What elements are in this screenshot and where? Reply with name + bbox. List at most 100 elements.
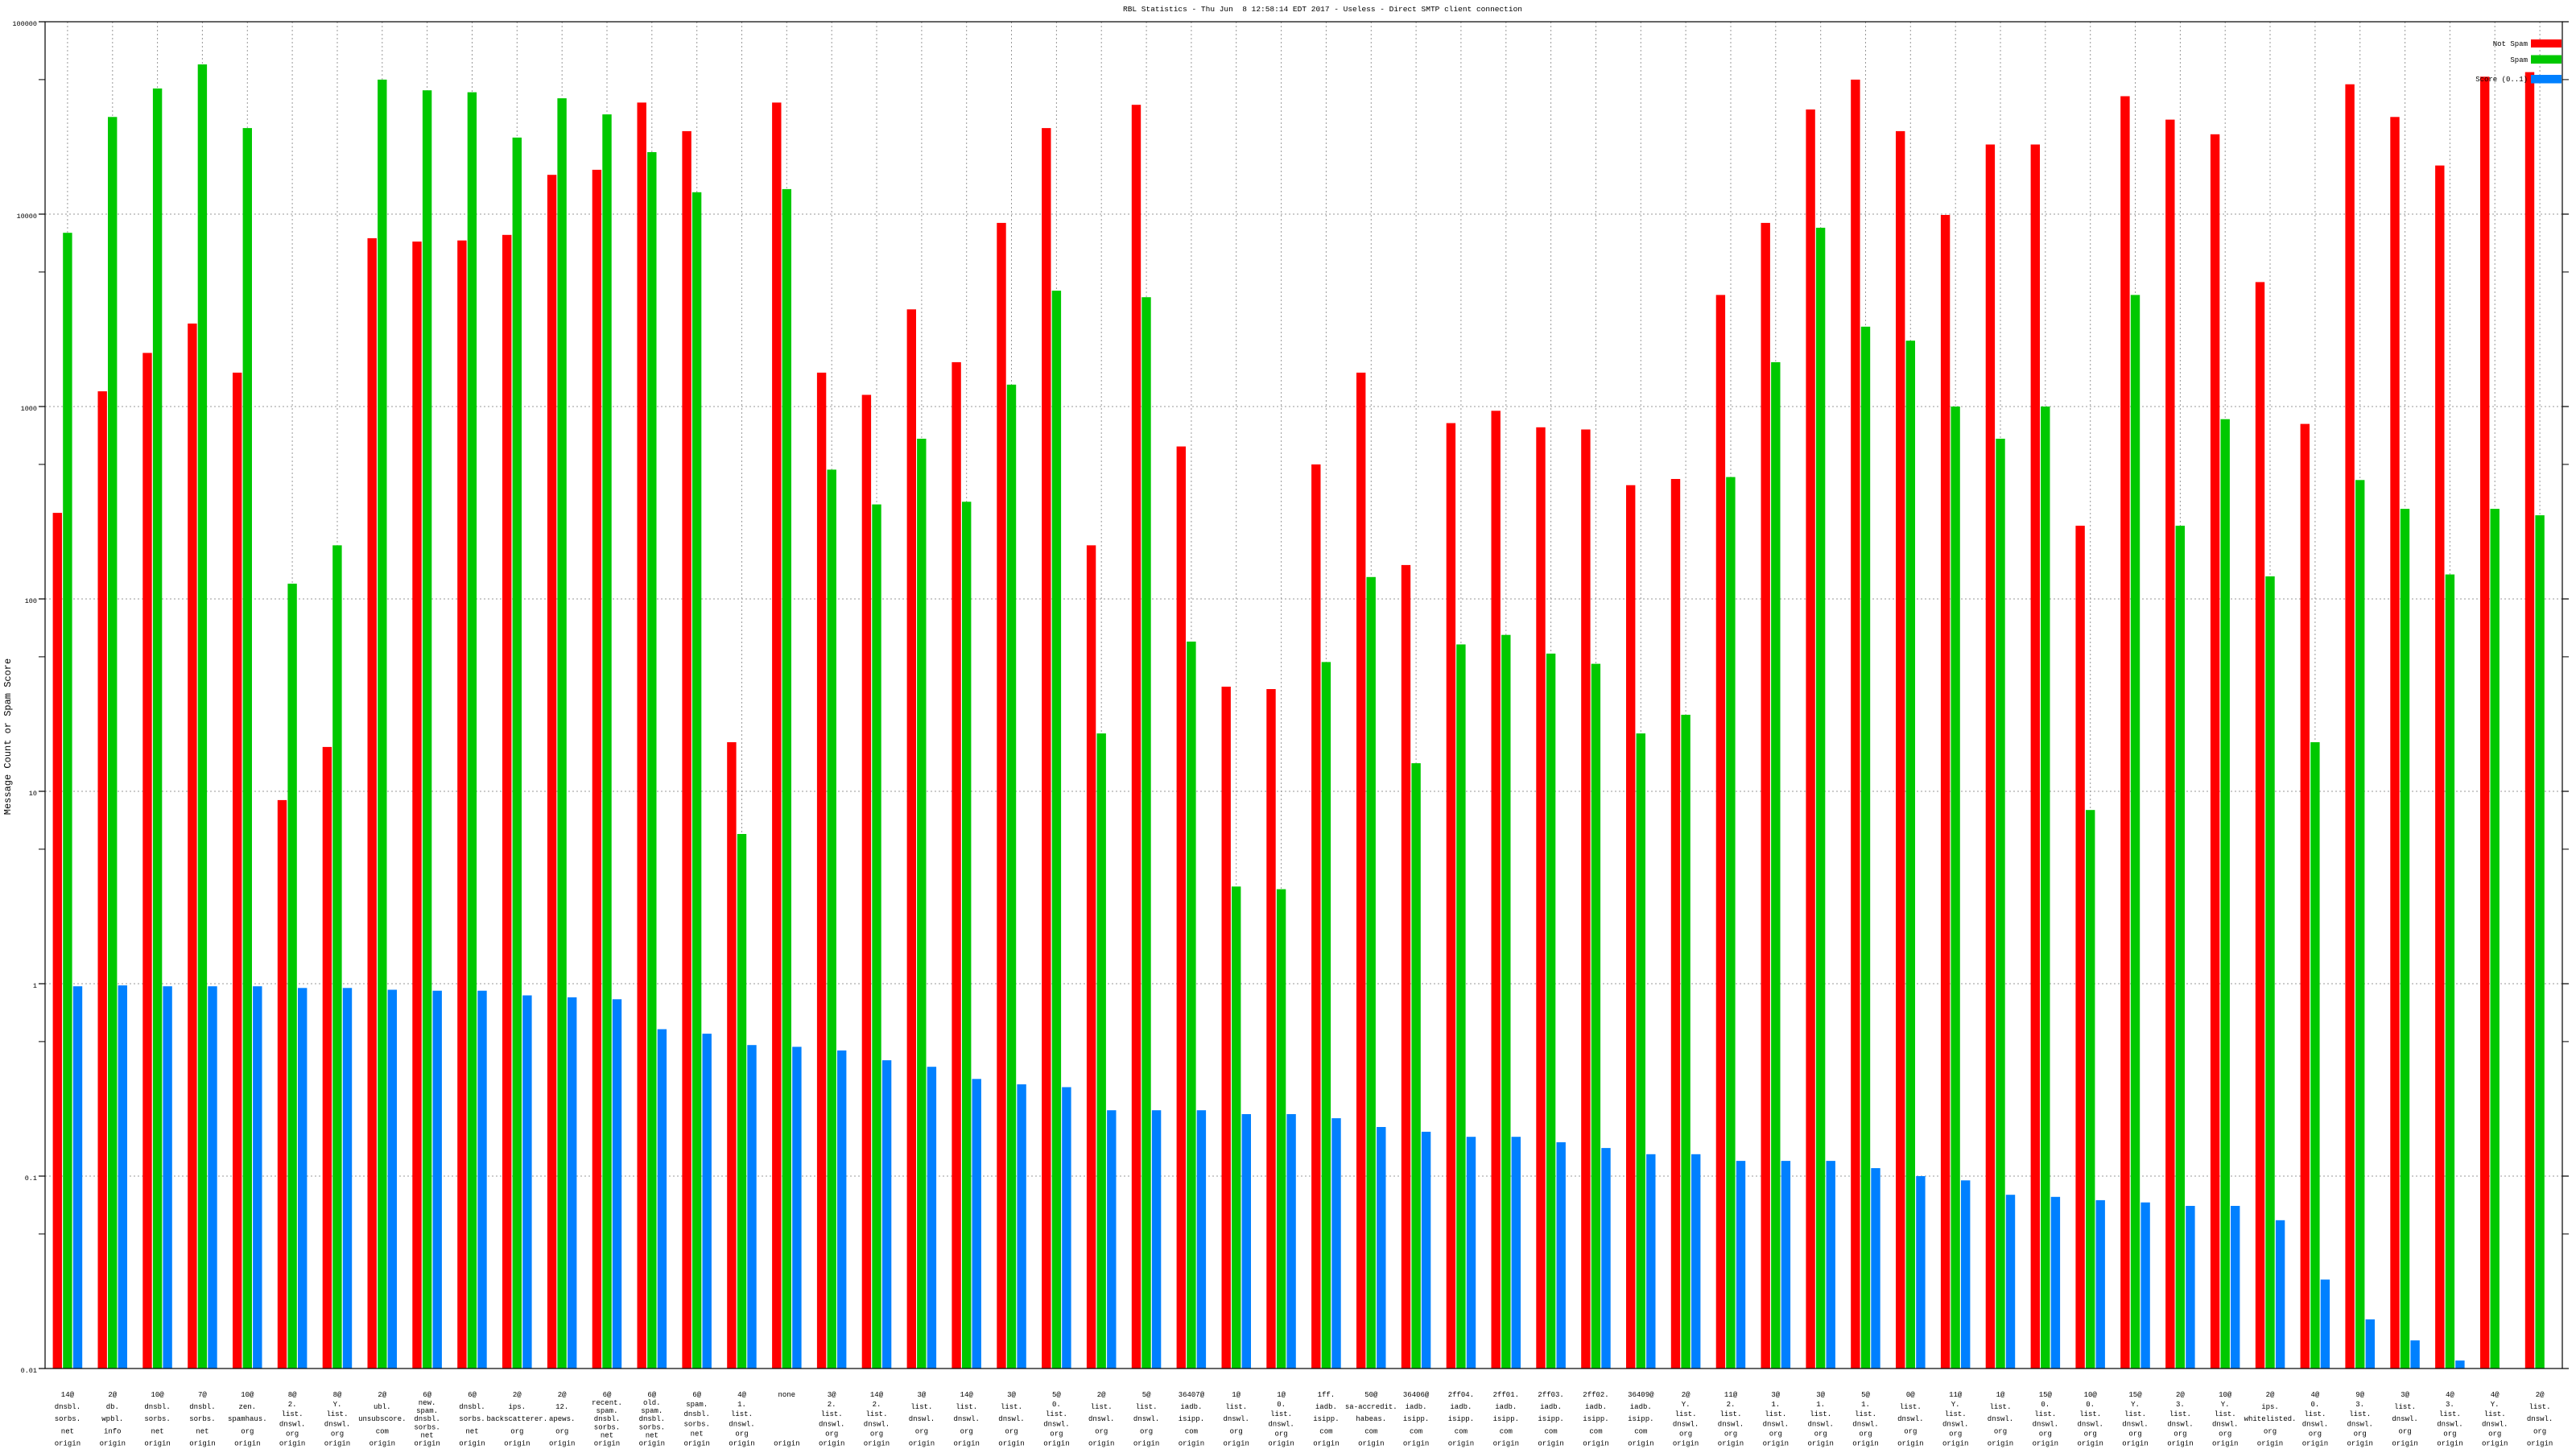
svg-text:dnswl.: dnswl.	[953, 1415, 979, 1423]
svg-text:dnswl.: dnswl.	[1088, 1415, 1114, 1423]
svg-text:0.: 0.	[1052, 1401, 1061, 1409]
svg-text:org: org	[1769, 1430, 1782, 1438]
svg-text:com: com	[376, 1427, 389, 1435]
svg-text:origin: origin	[1583, 1440, 1608, 1448]
svg-text:whitelisted.: whitelisted.	[2244, 1415, 2297, 1423]
svg-text:com: com	[1455, 1427, 1468, 1435]
svg-text:dnswl.: dnswl.	[1897, 1415, 1923, 1423]
svg-text:dnswl.: dnswl.	[2392, 1415, 2417, 1423]
svg-text:spam.: spam.	[641, 1407, 663, 1415]
svg-text:db.: db.	[106, 1403, 119, 1411]
svg-text:list.: list.	[2034, 1410, 2056, 1418]
svg-text:0.1: 0.1	[25, 1174, 37, 1183]
svg-text:origin: origin	[1133, 1440, 1159, 1448]
svg-text:dnswl.: dnswl.	[2212, 1420, 2238, 1428]
svg-text:origin: origin	[953, 1440, 979, 1448]
svg-text:list.: list.	[731, 1410, 753, 1418]
svg-text:origin: origin	[729, 1440, 754, 1448]
svg-text:list.: list.	[2304, 1410, 2326, 1418]
svg-text:dnswl.: dnswl.	[1852, 1420, 1878, 1428]
svg-text:7@: 7@	[198, 1391, 207, 1399]
svg-text:1.: 1.	[1861, 1401, 1870, 1409]
svg-text:6@: 6@	[468, 1391, 477, 1399]
svg-text:org: org	[735, 1430, 748, 1438]
svg-text:org: org	[825, 1430, 838, 1438]
svg-text:10@: 10@	[2084, 1391, 2098, 1399]
svg-text:net: net	[465, 1427, 478, 1435]
svg-text:dnswl.: dnswl.	[1133, 1415, 1159, 1423]
svg-text:origin: origin	[1088, 1440, 1114, 1448]
svg-text:origin: origin	[1718, 1440, 1744, 1448]
svg-text:iadb.: iadb.	[1315, 1403, 1337, 1411]
svg-text:10: 10	[29, 790, 37, 798]
svg-text:org: org	[1274, 1430, 1287, 1438]
svg-text:origin: origin	[1988, 1440, 2013, 1448]
svg-text:dnswl.: dnswl.	[2033, 1420, 2058, 1428]
svg-text:2ff01.: 2ff01.	[1493, 1391, 1519, 1399]
svg-text:2ff02.: 2ff02.	[1583, 1391, 1608, 1399]
svg-text:8@: 8@	[288, 1391, 297, 1399]
svg-text:list.: list.	[2124, 1410, 2146, 1418]
svg-text:origin: origin	[2167, 1440, 2193, 1448]
svg-text:zen.: zen.	[238, 1403, 256, 1411]
svg-text:org: org	[1140, 1427, 1153, 1435]
svg-text:isipp.: isipp.	[1538, 1415, 1563, 1423]
svg-text:2@: 2@	[2266, 1391, 2275, 1399]
svg-text:dnswl.: dnswl.	[2077, 1420, 2103, 1428]
svg-text:9@: 9@	[2355, 1391, 2364, 1399]
svg-text:org: org	[1859, 1430, 1872, 1438]
svg-text:list.: list.	[1091, 1403, 1113, 1411]
svg-text:list.: list.	[2529, 1403, 2551, 1411]
svg-text:org: org	[510, 1427, 523, 1435]
svg-text:origin: origin	[1538, 1440, 1563, 1448]
svg-text:list.: list.	[2349, 1410, 2371, 1418]
svg-text:4@: 4@	[2446, 1391, 2454, 1399]
svg-text:1@: 1@	[1996, 1391, 2005, 1399]
svg-text:sorbs.: sorbs.	[144, 1415, 170, 1423]
svg-text:0.01: 0.01	[21, 1367, 37, 1375]
svg-text:0.: 0.	[2041, 1401, 2050, 1409]
svg-text:origin: origin	[369, 1440, 395, 1448]
svg-text:Y.: Y.	[333, 1401, 342, 1409]
svg-text:org: org	[331, 1430, 344, 1438]
svg-text:Y.: Y.	[1682, 1401, 1690, 1409]
svg-text:list.: list.	[1945, 1410, 1967, 1418]
svg-text:origin: origin	[324, 1440, 350, 1448]
svg-text:origin: origin	[2033, 1440, 2058, 1448]
svg-text:org: org	[2354, 1430, 2367, 1438]
svg-text:Y.: Y.	[2221, 1401, 2230, 1409]
svg-text:origin: origin	[279, 1440, 305, 1448]
svg-text:iadb.: iadb.	[1406, 1403, 1427, 1411]
svg-text:list.: list.	[1900, 1403, 1922, 1411]
svg-text:list.: list.	[1136, 1403, 1158, 1411]
svg-text:dnswl.: dnswl.	[1673, 1420, 1699, 1428]
svg-text:old.: old.	[643, 1399, 661, 1407]
svg-text:dnswl.: dnswl.	[2347, 1420, 2372, 1428]
svg-text:isipp.: isipp.	[1628, 1415, 1653, 1423]
svg-text:list.: list.	[1855, 1410, 1876, 1418]
svg-text:net: net	[646, 1431, 658, 1439]
svg-text:ips.: ips.	[2261, 1403, 2279, 1411]
svg-text:14@: 14@	[870, 1391, 884, 1399]
svg-text:3@: 3@	[1007, 1391, 1016, 1399]
svg-text:origin: origin	[774, 1440, 799, 1448]
svg-text:origin: origin	[549, 1440, 575, 1448]
svg-text:origin: origin	[1628, 1440, 1653, 1448]
svg-text:2@: 2@	[378, 1391, 386, 1399]
svg-text:list.: list.	[1765, 1410, 1786, 1418]
svg-text:sa-accredit.: sa-accredit.	[1345, 1403, 1397, 1411]
svg-text:origin: origin	[2077, 1440, 2103, 1448]
svg-text:list.: list.	[1719, 1410, 1741, 1418]
svg-text:3@: 3@	[828, 1391, 836, 1399]
svg-text:org: org	[2533, 1427, 2546, 1435]
svg-text:origin: origin	[2437, 1440, 2462, 1448]
svg-text:dnswl.: dnswl.	[279, 1420, 305, 1428]
svg-text:origin: origin	[1763, 1440, 1789, 1448]
svg-text:origin: origin	[1807, 1440, 1833, 1448]
svg-text:14@: 14@	[960, 1391, 974, 1399]
svg-text:none: none	[778, 1391, 795, 1399]
svg-text:dnswl.: dnswl.	[909, 1415, 935, 1423]
svg-text:50@: 50@	[1364, 1391, 1378, 1399]
svg-text:list.: list.	[1270, 1410, 1292, 1418]
svg-text:org: org	[960, 1427, 973, 1435]
